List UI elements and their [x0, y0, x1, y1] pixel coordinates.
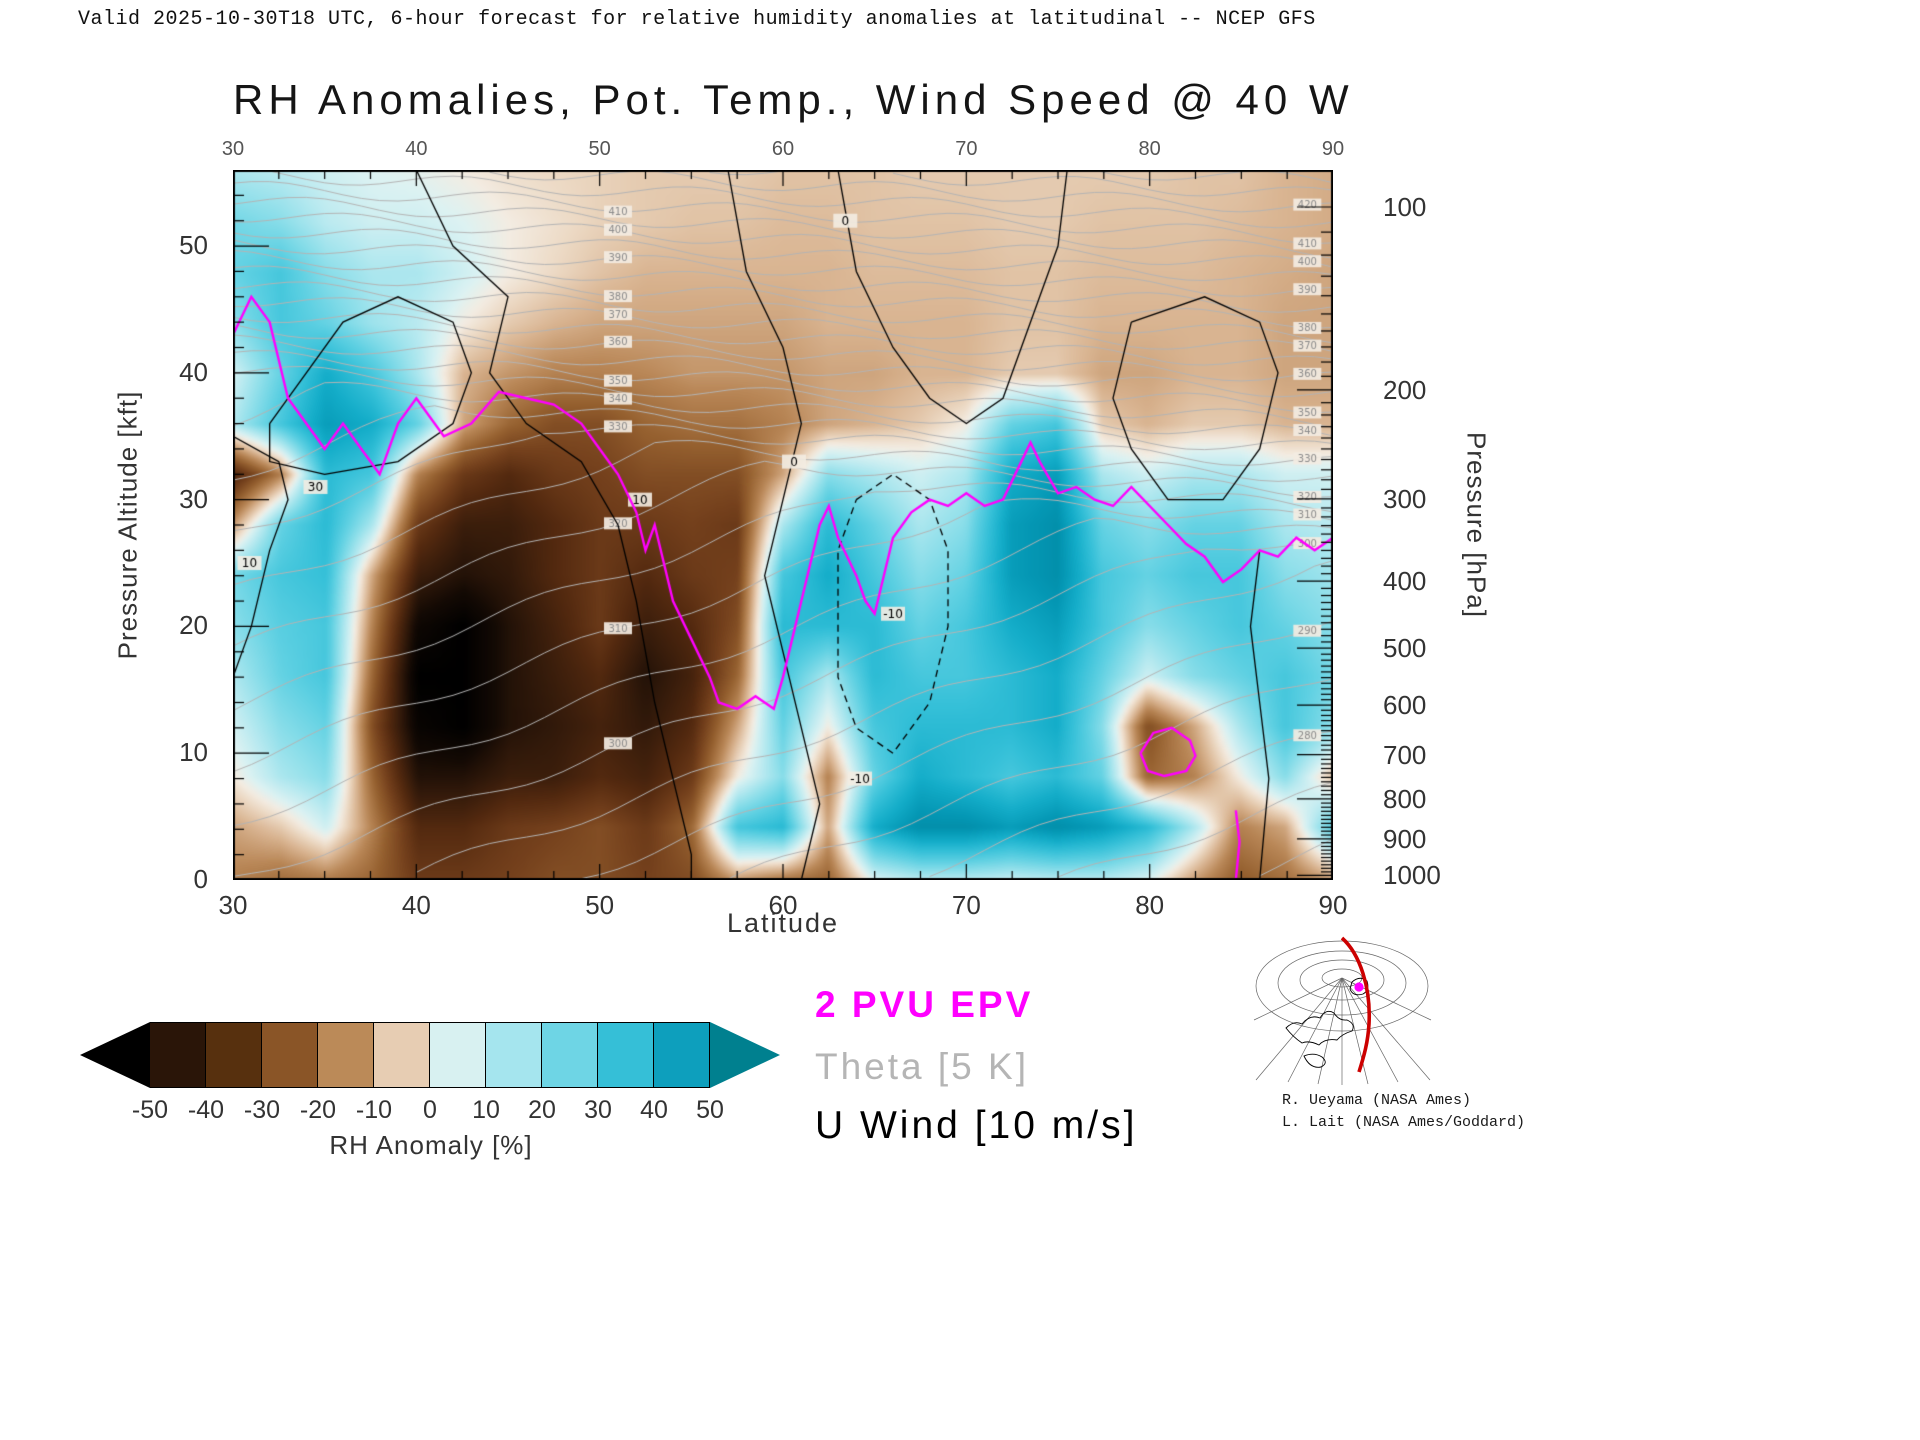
colorbar-cell — [654, 1022, 710, 1088]
hpa-tick-label: 300 — [1383, 483, 1427, 514]
credit-line-2: L. Lait (NASA Ames/Goddard) — [1282, 1114, 1526, 1131]
x-tick-label-top: 30 — [221, 138, 245, 160]
legend-u-wind: U Wind [10 m/s] — [815, 1104, 1138, 1147]
hpa-tick-label: 900 — [1383, 823, 1427, 854]
colorbar-title: RH Anomaly [%] — [329, 1130, 533, 1160]
map-inset — [1253, 936, 1432, 1085]
x-tick-label-top: 90 — [1321, 138, 1345, 160]
map-graticule — [1253, 940, 1432, 1085]
colorbar-cell — [374, 1022, 430, 1088]
x-tick-label-top: 50 — [588, 138, 611, 160]
colorbar-tick-label: -50 — [131, 1096, 169, 1124]
colorbar-tick-label: -10 — [355, 1096, 393, 1124]
colorbar-tick-label: 40 — [640, 1096, 668, 1124]
colorbar-left-arrow — [80, 1022, 150, 1088]
hpa-tick-label: 600 — [1383, 690, 1427, 721]
colorbar-cell — [598, 1022, 654, 1088]
left-axis-title: Pressure Altitude [kft] — [112, 390, 143, 660]
colorbar-cell — [430, 1022, 486, 1088]
colorbar-tick-label: 10 — [472, 1096, 500, 1124]
colorbar-tick-label: 30 — [584, 1096, 612, 1124]
rh-cross-section-plot — [233, 170, 1333, 880]
hpa-tick-label: 400 — [1383, 566, 1427, 597]
colorbar-tick-label: -30 — [243, 1096, 281, 1124]
colorbar-cell — [206, 1022, 262, 1088]
map-coastlines — [1285, 977, 1369, 1068]
colorbar-right-arrow — [710, 1022, 780, 1088]
x-tick-label-top: 80 — [1138, 138, 1161, 160]
map-40w-meridian-line — [1340, 936, 1372, 1073]
colorbar-tick-label: 20 — [528, 1096, 556, 1124]
credits: R. Ueyama (NASA Ames) L. Lait (NASA Ames… — [1282, 1090, 1525, 1134]
hpa-tick-label: 100 — [1383, 191, 1427, 222]
colorbar-cell — [542, 1022, 598, 1088]
kft-tick-label: 50 — [179, 230, 208, 261]
legend-pvu-epv: 2 PVU EPV — [815, 984, 1034, 1025]
x-tick-label-top: 40 — [405, 138, 428, 160]
kft-tick-label: 40 — [179, 356, 208, 387]
legend-theta: Theta [5 K] — [815, 1046, 1029, 1087]
colorbar-cell — [486, 1022, 542, 1088]
hpa-tick-label: 1000 — [1383, 860, 1441, 891]
colorbar-cell — [318, 1022, 374, 1088]
map-cross-section-point — [1354, 982, 1364, 992]
colorbar — [80, 1022, 780, 1088]
x-tick-label-top: 70 — [955, 138, 978, 160]
hpa-tick-label: 500 — [1383, 633, 1427, 664]
colorbar-cell — [150, 1022, 206, 1088]
credit-line-1: R. Ueyama (NASA Ames) — [1282, 1092, 1472, 1109]
hpa-tick-label: 700 — [1383, 739, 1427, 770]
hpa-tick-label: 800 — [1383, 783, 1427, 814]
x-axis-title: Latitude — [726, 908, 840, 938]
colorbar-cell — [262, 1022, 318, 1088]
valid-time-annotation: Valid 2025-10-30T18 UTC, 6-hour forecast… — [78, 8, 1316, 31]
x-tick-label-top: 60 — [771, 138, 795, 160]
right-axis-title: Pressure [hPa] — [1461, 432, 1492, 618]
hpa-tick-label: 200 — [1383, 374, 1427, 405]
colorbar-tick-label: -20 — [299, 1096, 337, 1124]
kft-tick-label: 0 — [193, 864, 208, 894]
kft-tick-label: 10 — [179, 737, 208, 768]
page-title: RH Anomalies, Pot. Temp., Wind Speed @ 4… — [233, 76, 1354, 123]
colorbar-tick-label: -40 — [187, 1096, 225, 1124]
colorbar-tick-label: 50 — [696, 1096, 724, 1124]
colorbar-tick-label: 0 — [423, 1096, 437, 1124]
